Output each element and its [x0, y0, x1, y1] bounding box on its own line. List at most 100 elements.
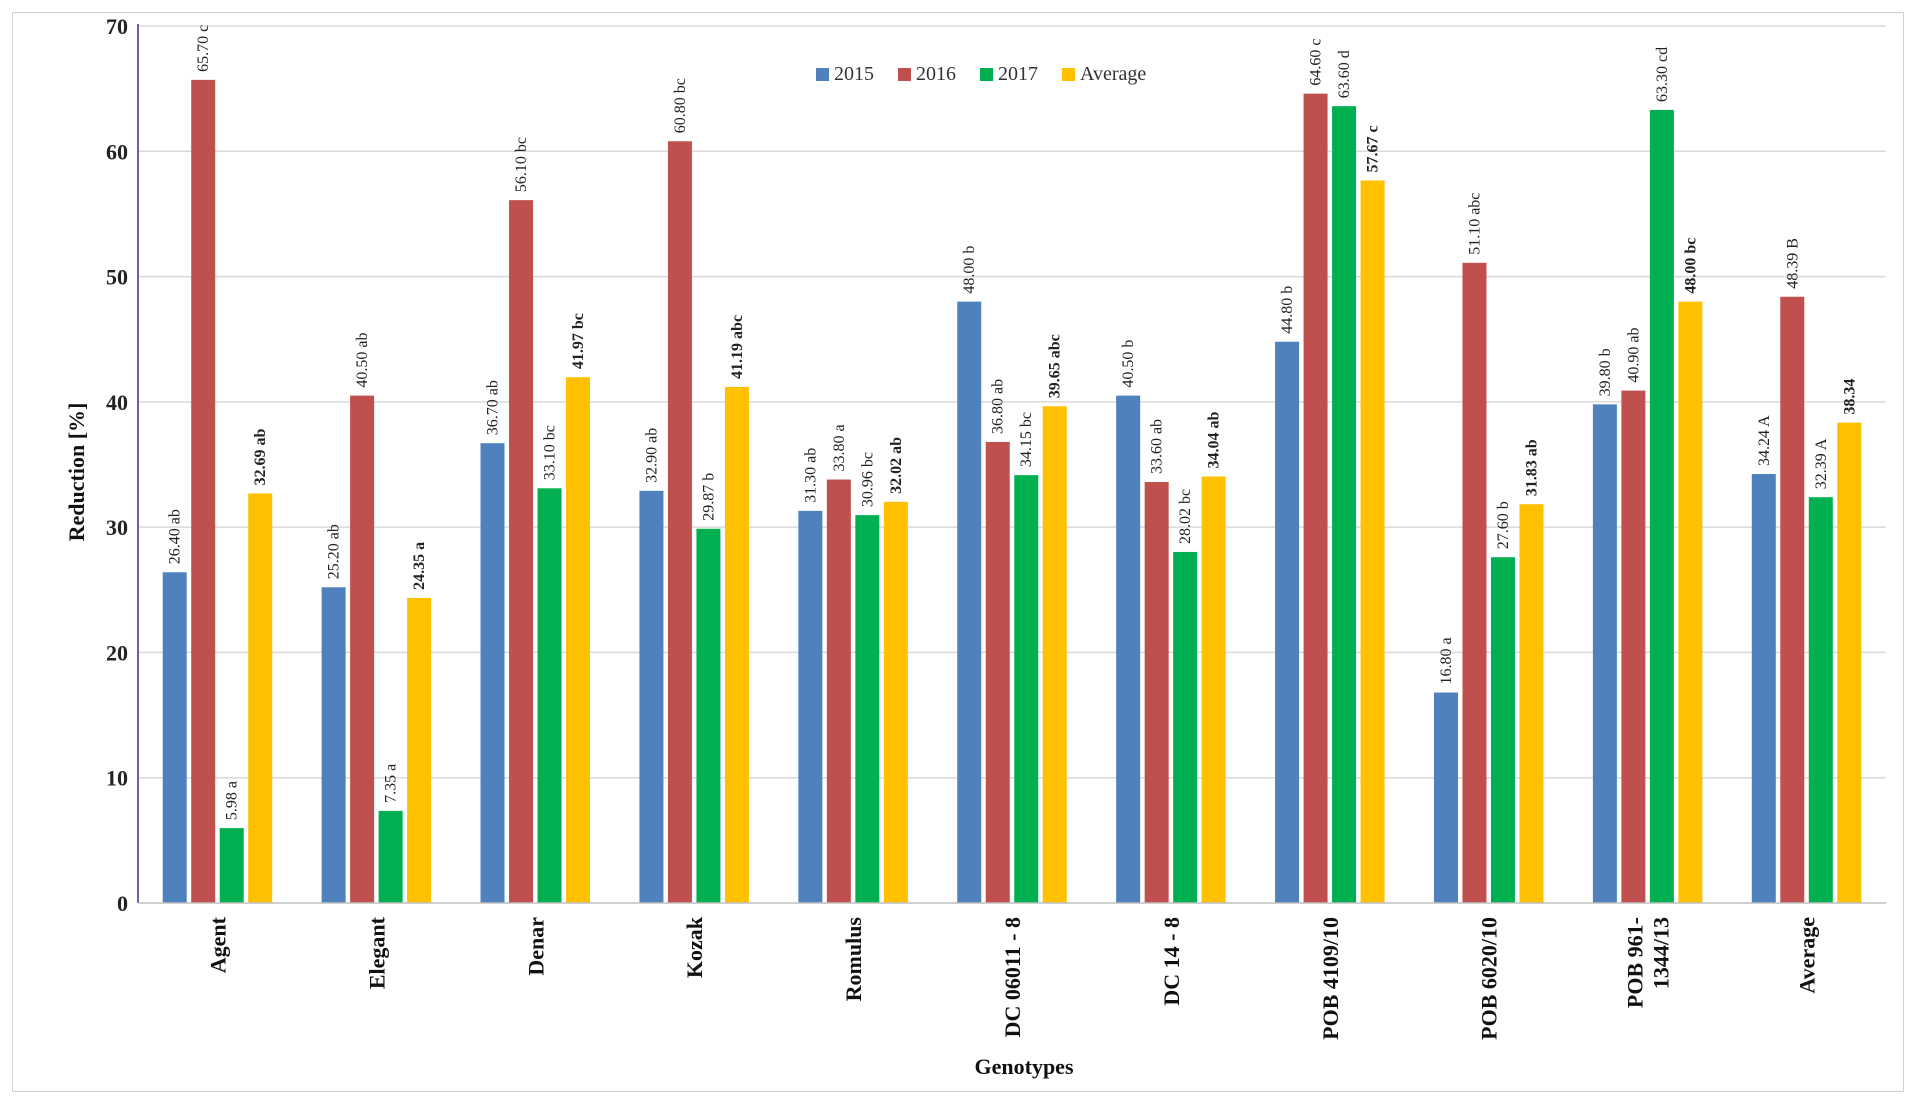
data-label: 41.19 abc	[729, 315, 746, 379]
y-tick-label: 60	[106, 139, 128, 164]
data-labels: 26.40 ab 65.70 c 5.98 a 32.69 ab 25.20 ab 40.…	[167, 25, 1859, 820]
data-label: 28.02 bc	[1177, 489, 1194, 544]
bar-average	[1678, 301, 1703, 904]
bar-2016	[1621, 390, 1646, 903]
bar-2017	[1490, 557, 1515, 903]
bar-average	[724, 386, 749, 904]
bar-2016	[1303, 93, 1328, 903]
bar-2015	[957, 301, 982, 904]
data-label: 40.90 ab	[1625, 327, 1642, 382]
bar-2016	[1144, 482, 1169, 903]
y-tick-label: 10	[106, 766, 128, 791]
bar-2016	[667, 141, 692, 903]
bar-2017	[1808, 497, 1833, 903]
bar-2015	[321, 587, 346, 903]
data-label: 16.80 a	[1438, 637, 1455, 684]
x-category-labels: Agent Elegant Denar Kozak Romulus DC 06011 - …	[205, 916, 1819, 1040]
bar-average	[566, 377, 591, 903]
x-category-label: Denar	[523, 917, 548, 976]
bar-2016	[509, 200, 534, 903]
data-label: 36.70 ab	[485, 380, 502, 435]
x-category-label: POB 4109/10	[1318, 917, 1343, 1040]
data-label: 34.04 ab	[1206, 412, 1223, 469]
x-category-label: Elegant	[364, 916, 389, 989]
bar-2015	[1751, 474, 1776, 903]
y-axis-title: Reduction [%]	[64, 403, 89, 542]
data-label: 48.39 B	[1784, 238, 1801, 289]
data-label: 25.20 ab	[326, 524, 343, 579]
bar-2017	[855, 515, 880, 903]
bar-2015	[1592, 404, 1617, 903]
x-axis-title: Genotypes	[975, 1054, 1074, 1079]
x-category-label: Average	[1795, 917, 1820, 994]
data-label: 7.35 a	[383, 764, 400, 803]
bar-average	[1360, 180, 1385, 903]
legend-label: 2016	[916, 63, 956, 85]
y-tick-label: 30	[106, 515, 128, 540]
legend-label: 2015	[834, 63, 874, 85]
data-label: 32.90 ab	[643, 428, 660, 483]
bar-average	[248, 493, 273, 903]
data-label: 65.70 c	[195, 25, 212, 72]
data-label: 32.02 ab	[888, 437, 905, 494]
bar-2015	[1275, 341, 1300, 904]
data-label: 39.80 b	[1597, 348, 1614, 396]
bar-2015	[1116, 395, 1141, 903]
data-label: 31.83 ab	[1523, 439, 1540, 496]
legend-swatch	[980, 68, 993, 81]
data-label: 41.97 bc	[570, 313, 587, 369]
bar-2017	[1332, 106, 1357, 903]
bar-average	[1837, 422, 1862, 903]
x-category-label: POB 6020/10	[1477, 917, 1502, 1040]
data-label: 39.65 abc	[1047, 334, 1064, 398]
chart-frame	[12, 12, 1904, 1092]
data-label: 63.60 d	[1336, 50, 1353, 98]
legend: 2015 2016 2017 Average	[816, 63, 1146, 85]
data-label: 63.30 cd	[1654, 47, 1671, 102]
legend-label: 2017	[998, 63, 1038, 85]
bar-2015	[1433, 692, 1458, 903]
data-label: 31.30 ab	[802, 448, 819, 503]
y-tick-label: 20	[106, 640, 128, 665]
bar-2017	[537, 488, 562, 903]
data-label: 32.69 ab	[252, 428, 269, 485]
data-label: 40.50 ab	[354, 332, 371, 387]
bar-average	[1201, 476, 1226, 903]
x-category-label: DC 06011 - 8	[1000, 917, 1025, 1037]
axes	[137, 24, 1886, 904]
y-tick-label: 70	[106, 14, 128, 39]
data-label: 64.60 c	[1308, 39, 1325, 86]
x-category-label: DC 14 - 8	[1159, 917, 1184, 1006]
x-category-label: Kozak	[682, 916, 707, 978]
bar-average	[1519, 504, 1544, 903]
data-label: 56.10 bc	[513, 137, 530, 192]
data-label: 51.10 abc	[1466, 193, 1483, 255]
bar-2016	[1780, 296, 1805, 903]
bar-2016	[350, 395, 375, 903]
data-label: 30.96 bc	[859, 452, 876, 507]
legend-swatch	[898, 68, 911, 81]
legend-swatch	[1062, 68, 1075, 81]
bars	[162, 79, 1862, 904]
data-label: 38.34	[1841, 379, 1858, 415]
data-label: 32.39 A	[1813, 438, 1830, 489]
legend-swatch	[816, 68, 829, 81]
data-label: 57.67 c	[1365, 125, 1382, 172]
bar-average	[407, 597, 432, 903]
bar-2017	[1014, 475, 1039, 903]
bar-2017	[1649, 109, 1674, 904]
y-tick-label: 0	[117, 891, 128, 916]
bar-average	[1042, 406, 1067, 903]
bar-2017	[1173, 551, 1198, 903]
data-label: 60.80 bc	[672, 78, 689, 133]
data-label: 34.15 bc	[1018, 412, 1035, 467]
y-tick-label: 50	[106, 265, 128, 290]
bar-2017	[696, 528, 721, 903]
bar-2016	[1462, 262, 1487, 903]
data-label: 5.98 a	[224, 781, 241, 820]
data-label: 27.60 b	[1495, 501, 1512, 549]
data-label: 40.50 b	[1120, 340, 1137, 388]
bar-2017	[219, 828, 244, 903]
data-label: 34.24 A	[1756, 415, 1773, 466]
